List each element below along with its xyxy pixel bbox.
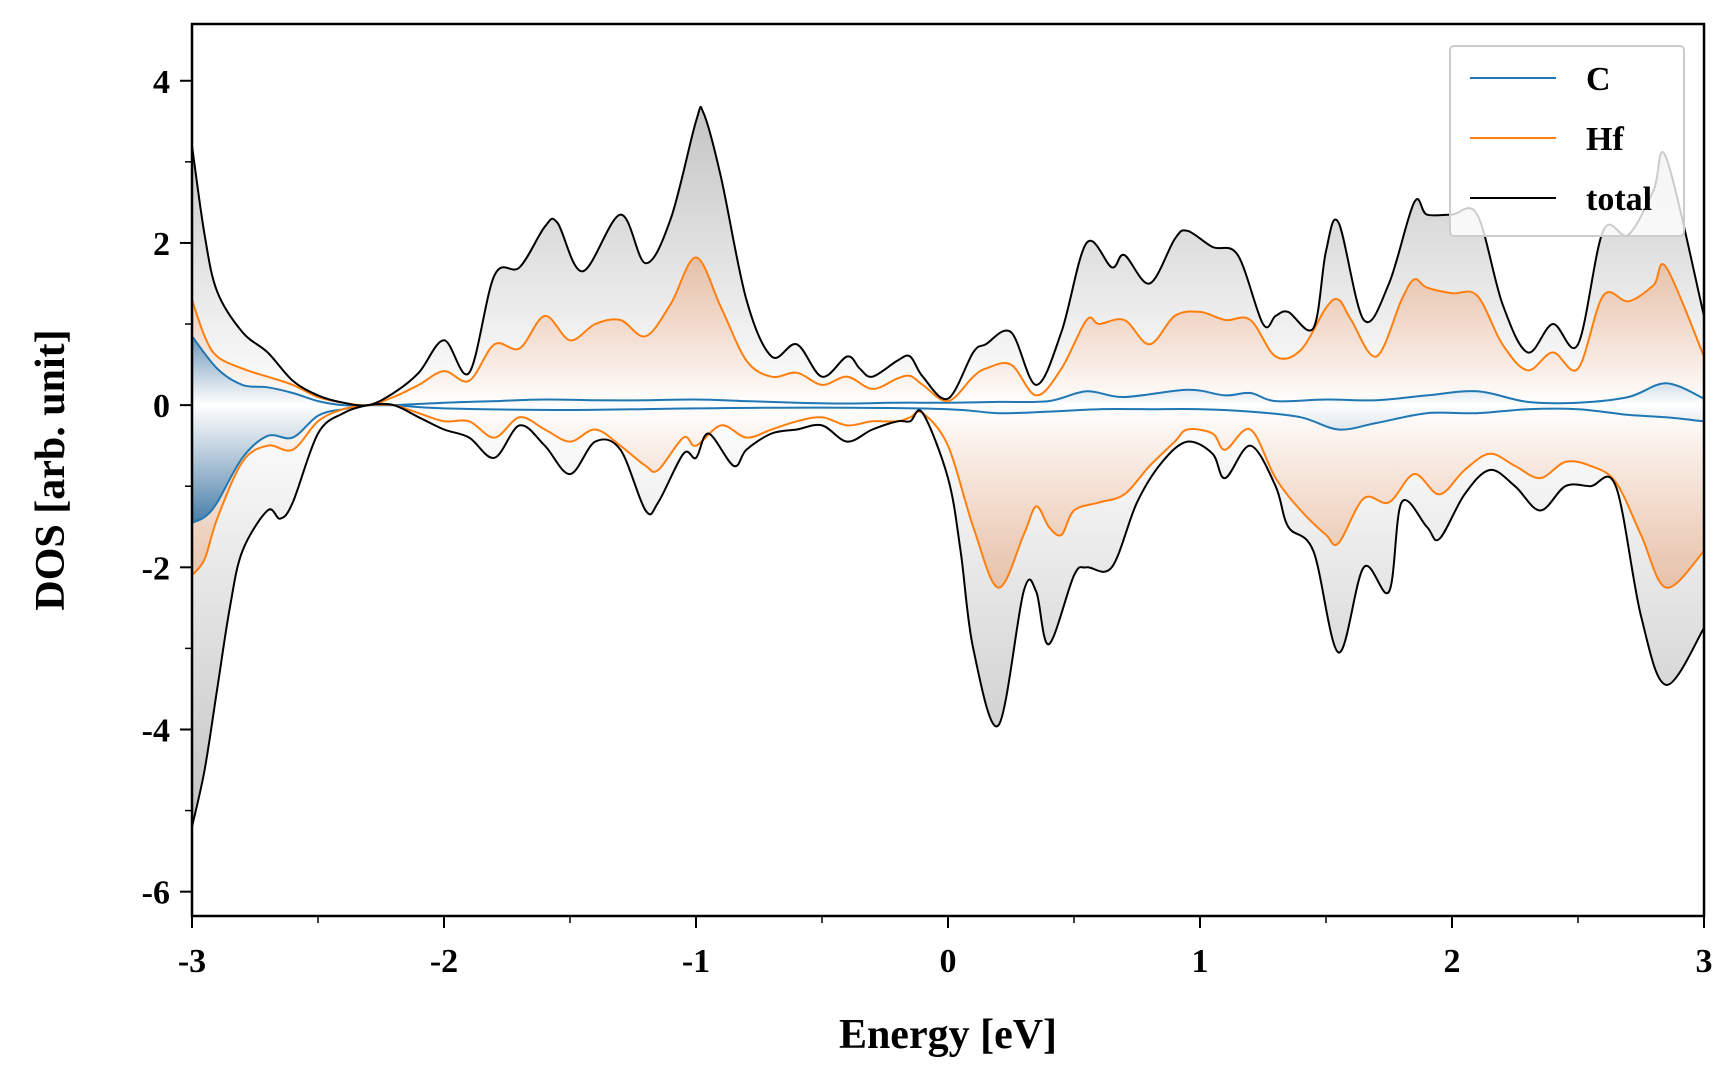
- fill-total-down: [192, 403, 1704, 827]
- legend-label-c: C: [1586, 61, 1611, 98]
- x-axis-title: Energy [eV]: [839, 1012, 1057, 1058]
- series-line-c-up: [192, 335, 1704, 407]
- y-tick-label: 0: [153, 388, 170, 425]
- x-tick-label: 3: [1696, 943, 1713, 980]
- tick-layer: -3 -2 -1 0 1 2 3 -6 -4 -2 0 2 4: [142, 64, 1713, 980]
- y-tick-label: -4: [142, 712, 170, 749]
- x-tick-label: -3: [178, 943, 206, 980]
- y-tick-label: 2: [153, 226, 170, 263]
- series-line-hf-down: [192, 403, 1704, 589]
- series-line-total-down: [192, 402, 1704, 828]
- x-tick-label: -1: [682, 943, 710, 980]
- y-tick-label: 4: [153, 64, 170, 101]
- series-line-c-down: [192, 403, 1704, 524]
- fill-hf-down: [192, 404, 1704, 588]
- line-layer: [192, 105, 1704, 828]
- legend-label-hf: Hf: [1586, 121, 1624, 158]
- series-line-total-up: [192, 105, 1704, 407]
- x-tick-label: 0: [940, 943, 957, 980]
- y-tick-label: -2: [142, 550, 170, 587]
- x-tick-label: 1: [1192, 943, 1209, 980]
- y-tick-label: -6: [142, 875, 170, 912]
- x-tick-label: -2: [430, 943, 458, 980]
- fill-layer: [192, 106, 1704, 827]
- x-tick-label: 2: [1444, 943, 1461, 980]
- legend-label-total: total: [1586, 181, 1652, 218]
- legend: C Hf total: [1449, 45, 1685, 237]
- series-line-hf-up: [192, 256, 1704, 407]
- y-axis-title: DOS [arb. unit]: [28, 329, 74, 610]
- legend-box: [1449, 45, 1685, 237]
- fill-hf-up: [192, 257, 1704, 406]
